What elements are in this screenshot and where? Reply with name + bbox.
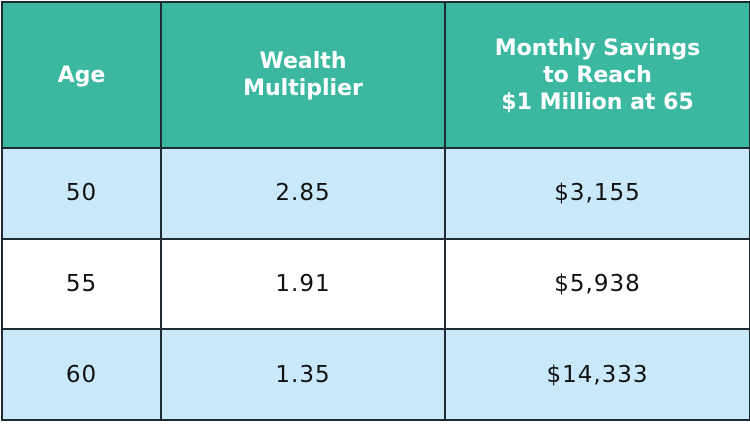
table-cell: 60 — [1, 328, 162, 421]
header-line: Wealth — [259, 49, 347, 74]
table-cell: 50 — [1, 147, 162, 240]
header-cell: Monthly Savings to Reach $1 Million at 65 — [444, 1, 750, 149]
header-cell: Age — [1, 1, 162, 149]
table-body: 50 2.85 $3,155 55 1.91 $5,938 60 1.35 $14,333 — [1, 147, 750, 421]
header-row: Age Wealth Multiplier Monthly Savings to Rea… — [1, 1, 750, 149]
table-row: 60 1.35 $14,333 — [1, 328, 750, 421]
table-cell: $14,333 — [444, 328, 750, 421]
table-cell: 2.85 — [160, 147, 446, 240]
header-line: $1 Million at 65 — [501, 89, 694, 115]
table-cell: $3,155 — [444, 147, 750, 240]
header-line: Age — [57, 62, 106, 88]
table-cell: 1.35 — [160, 328, 446, 421]
header-cell: Wealth Multiplier — [160, 1, 446, 149]
table-cell: 55 — [1, 237, 162, 331]
table-row: 50 2.85 $3,155 — [1, 147, 750, 240]
table-row: 55 1.91 $5,938 — [1, 237, 750, 331]
header-line: to Reach — [543, 62, 652, 88]
header-line: Multiplier — [243, 76, 363, 101]
table-cell: 1.91 — [160, 237, 446, 331]
table-cell: $5,938 — [444, 237, 750, 331]
header-line: Monthly Savings — [494, 35, 701, 61]
